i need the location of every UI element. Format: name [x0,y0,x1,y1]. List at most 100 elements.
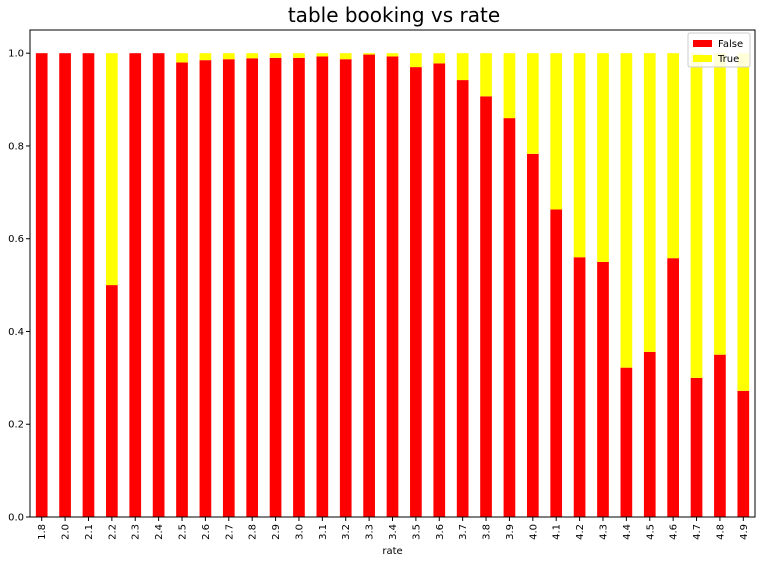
bar-false-4-8 [714,354,726,517]
bar-false-2-9 [269,57,282,517]
x-tick-label: 3.6 [435,524,446,540]
bar-true-4-6 [667,53,679,259]
bar-false-3-0 [293,57,305,517]
bar-true-4-8 [714,53,726,355]
bar-false-4-9 [737,390,750,517]
bar-true-4-5 [643,53,656,352]
bars-group [35,53,750,518]
x-tick-label: 3.7 [458,524,469,540]
x-tick-label: 2.0 [61,524,72,540]
legend-swatch-false [693,40,712,47]
bar-false-3-8 [480,96,492,517]
x-tick-label: 2.5 [178,524,189,540]
x-tick-label: 4.7 [692,524,703,540]
bar-true-3-0 [293,53,305,58]
bar-true-3-3 [363,53,375,55]
x-tick-label: 2.1 [84,524,95,540]
bar-false-3-2 [339,59,352,517]
bar-true-2-8 [246,53,259,59]
bar-true-2-2 [106,53,118,286]
x-tick-label: 4.3 [598,524,609,540]
x-tick-label: 3.2 [341,524,352,540]
bar-true-4-3 [597,53,609,262]
x-tick-label: 4.5 [645,524,656,540]
x-tick-label: 4.1 [552,524,563,540]
x-axis: 1.8 2.0 2.1 2.2 2.3 2.4 2.5 2.6 2.7 2.8 2.9 3.0 3.1 3… [37,517,750,540]
bar-true-3-4 [386,53,399,57]
bar-true-4-9 [737,53,750,391]
bar-false-2-1 [82,53,95,517]
bar-true-4-0 [526,53,539,154]
bar-false-2-6 [199,60,212,518]
bar-false-2-2 [106,285,118,517]
bar-false-2-3 [129,53,142,517]
bar-true-3-8 [480,53,492,97]
bar-true-2-9 [269,53,282,58]
y-tick-label: 0.4 [8,327,24,338]
bar-false-2-7 [222,59,235,517]
bar-true-3-1 [316,53,329,57]
bar-false-4-2 [573,257,586,517]
y-tick-label: 0.2 [8,420,24,431]
bar-false-4-5 [643,351,656,517]
bar-false-4-4 [620,367,633,517]
bar-true-4-7 [690,53,703,378]
bar-false-3-7 [456,80,469,517]
bar-false-2-5 [176,62,188,517]
x-tick-label: 4.6 [669,524,680,540]
bar-false-3-3 [363,54,375,517]
y-tick-label: 0.8 [8,141,24,152]
bar-false-4-3 [597,261,609,517]
bar-true-3-9 [503,53,516,119]
bar-true-2-6 [199,53,212,61]
x-tick-label: 4.0 [528,524,539,540]
x-tick-label: 2.2 [107,524,118,540]
bar-true-4-1 [550,53,563,210]
x-tick-label: 2.6 [201,524,212,540]
bar-false-3-6 [433,63,446,517]
bar-false-3-5 [410,67,422,517]
bar-false-3-9 [503,118,516,518]
bar-true-3-7 [456,53,469,81]
bar-false-2-4 [152,53,165,517]
x-tick-label: 4.8 [715,524,726,540]
legend-label-true: True [717,54,739,65]
x-tick-label: 3.4 [388,524,399,540]
bar-false-1-8 [35,53,48,517]
x-tick-label: 3.0 [294,524,305,540]
x-tick-label: 2.9 [271,524,282,540]
bar-false-2-8 [246,58,259,517]
x-tick-label: 1.8 [37,524,48,540]
x-axis-title: rate [382,546,402,557]
x-tick-label: 2.8 [248,524,259,540]
x-tick-label: 4.9 [739,524,750,540]
bar-false-3-1 [316,56,329,517]
bar-false-4-7 [690,377,703,517]
chart-title: table booking vs rate [288,3,500,27]
x-tick-label: 3.1 [318,524,329,540]
x-tick-label: 2.3 [131,524,142,540]
x-tick-label: 3.8 [482,524,493,540]
legend: False True [687,32,751,68]
x-tick-label: 3.9 [505,524,516,540]
bar-true-3-2 [339,53,352,60]
y-tick-label: 0.6 [8,234,24,245]
x-tick-label: 3.3 [365,524,376,540]
y-axis: 0.0 0.2 0.4 0.6 0.8 1.0 [8,49,30,524]
legend-swatch-true [693,55,712,62]
bar-false-4-0 [526,153,539,517]
x-tick-label: 3.5 [411,524,422,540]
bar-true-3-5 [410,53,422,68]
x-tick-label: 4.4 [622,524,633,540]
bar-true-4-2 [573,53,586,258]
bar-true-2-5 [176,53,188,63]
y-tick-label: 1.0 [8,49,24,60]
y-tick-label: 0.0 [8,513,24,524]
plot-frame [29,29,756,518]
bar-false-3-4 [386,56,399,517]
x-tick-label: 2.4 [154,524,165,540]
bar-false-2-0 [59,53,71,517]
bar-false-4-1 [550,209,563,518]
legend-label-false: False [718,39,743,50]
